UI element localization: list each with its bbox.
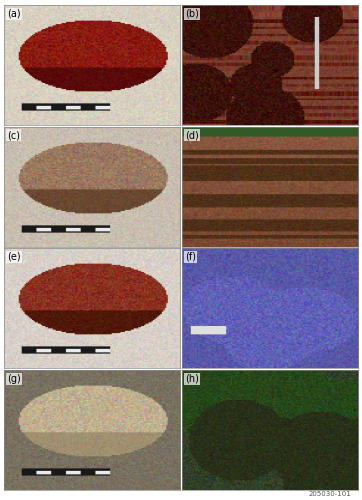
Text: 205030-101: 205030-101: [308, 492, 351, 498]
Text: (a): (a): [7, 8, 21, 18]
Text: (g): (g): [7, 374, 21, 384]
Text: (h): (h): [185, 374, 199, 384]
Text: (b): (b): [185, 8, 199, 18]
Text: (d): (d): [185, 130, 199, 140]
Text: (c): (c): [7, 130, 20, 140]
Text: (f): (f): [185, 252, 197, 262]
Text: (e): (e): [7, 252, 21, 262]
